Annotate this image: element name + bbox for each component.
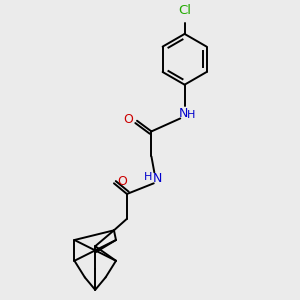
Text: N: N xyxy=(152,172,162,184)
Text: H: H xyxy=(187,110,195,120)
Text: O: O xyxy=(124,113,134,126)
Text: H: H xyxy=(144,172,152,182)
Text: O: O xyxy=(117,176,127,188)
Text: N: N xyxy=(178,107,188,120)
Text: Cl: Cl xyxy=(178,4,191,17)
